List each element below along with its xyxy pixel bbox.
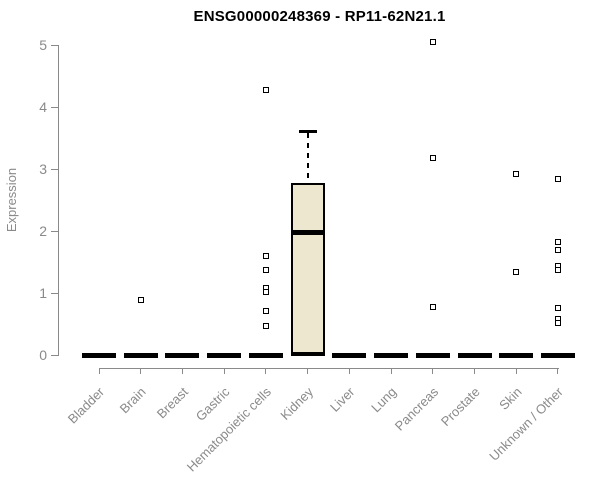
outlier-point [262, 267, 269, 274]
x-axis-line [99, 368, 559, 369]
whisker-cap [298, 130, 317, 133]
y-axis-tick [51, 44, 58, 46]
x-tick-label: Pancreas [391, 384, 442, 434]
x-axis-tick [265, 368, 267, 374]
outlier-point [262, 307, 269, 314]
outlier-point [513, 170, 520, 177]
x-tick-label: Bladder [65, 384, 108, 427]
zero-bar [207, 352, 242, 358]
zero-bar [374, 352, 409, 358]
zero-bar [457, 352, 492, 358]
chart-title: ENSG00000248369 - RP11-62N21.1 [193, 8, 446, 25]
outlier-point [137, 296, 144, 303]
x-tick-label: Breast [153, 384, 191, 422]
y-tick-label: 2 [39, 223, 47, 239]
x-axis-tick [140, 368, 142, 374]
zero-bar [82, 352, 116, 358]
y-tick-label: 5 [39, 37, 47, 53]
outlier-point [262, 252, 269, 259]
outlier-point [262, 322, 269, 329]
x-axis-tick [557, 368, 559, 374]
zero-bar [248, 352, 283, 358]
y-tick-label: 1 [39, 285, 47, 301]
x-tick-label: Brain [116, 384, 150, 417]
zero-bar [499, 352, 534, 358]
x-axis-tick [515, 368, 517, 374]
x-axis-tick [98, 368, 100, 374]
outlier-point [554, 319, 561, 326]
zero-bar [123, 352, 158, 358]
y-tick-label: 3 [39, 161, 47, 177]
zero-bar [332, 352, 367, 358]
outlier-point [429, 154, 436, 161]
outlier-point [513, 268, 520, 275]
x-tick-label: Kidney [277, 384, 316, 423]
x-axis-tick [307, 368, 309, 374]
outlier-point [554, 304, 561, 311]
box [290, 183, 325, 355]
outlier-point [554, 247, 561, 254]
x-axis-tick [390, 368, 392, 374]
x-tick-label: Skin [496, 384, 525, 413]
x-axis-tick [474, 368, 476, 374]
y-axis-tick [51, 354, 58, 356]
zero-bar [165, 352, 200, 358]
y-axis-tick [51, 106, 58, 108]
y-axis-tick [51, 230, 58, 232]
y-axis-line [58, 45, 59, 356]
outlier-point [554, 239, 561, 246]
x-axis-tick [348, 368, 350, 374]
outlier-point [554, 267, 561, 274]
x-tick-label: Lung [368, 384, 400, 416]
x-axis-tick [181, 368, 183, 374]
y-axis-tick [51, 292, 58, 294]
outlier-point [554, 175, 561, 182]
y-axis-tick [51, 168, 58, 170]
zero-bar [415, 352, 450, 358]
whisker-stem [306, 133, 309, 182]
x-tick-label: Unknown / Other [486, 384, 567, 464]
x-tick-label: Liver [327, 384, 358, 415]
x-axis-tick [223, 368, 225, 374]
median-line [290, 230, 325, 236]
y-tick-label: 4 [39, 99, 47, 115]
outlier-point [262, 288, 269, 295]
box-bottom [290, 352, 325, 356]
outlier-point [429, 38, 436, 45]
zero-bar [540, 352, 575, 358]
outlier-point [429, 304, 436, 311]
x-tick-label: Prostate [437, 384, 483, 430]
outlier-point [262, 86, 269, 93]
x-axis-tick [432, 368, 434, 374]
y-tick-label: 0 [39, 347, 47, 363]
x-tick-label: Gastric [192, 384, 233, 424]
